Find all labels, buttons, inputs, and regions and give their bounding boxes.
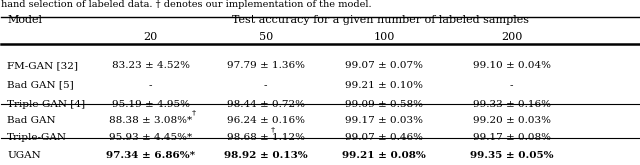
Text: †: † bbox=[271, 125, 275, 133]
Text: 88.38 ± 3.08%*: 88.38 ± 3.08%* bbox=[109, 116, 193, 125]
Text: 99.21 ± 0.08%: 99.21 ± 0.08% bbox=[342, 151, 426, 160]
Text: hand selection of labeled data. † denotes our implementation of the model.: hand selection of labeled data. † denote… bbox=[1, 0, 371, 9]
Text: Triple-GAN: Triple-GAN bbox=[7, 133, 67, 142]
Text: 100: 100 bbox=[373, 32, 394, 42]
Text: -: - bbox=[149, 81, 152, 90]
Text: 99.09 ± 0.58%: 99.09 ± 0.58% bbox=[345, 100, 423, 110]
Text: 99.17 ± 0.08%: 99.17 ± 0.08% bbox=[472, 133, 550, 142]
Text: 98.68 ± 1.12%: 98.68 ± 1.12% bbox=[227, 133, 305, 142]
Text: 99.17 ± 0.03%: 99.17 ± 0.03% bbox=[345, 116, 423, 125]
Text: 83.23 ± 4.52%: 83.23 ± 4.52% bbox=[112, 61, 190, 70]
Text: 99.07 ± 0.07%: 99.07 ± 0.07% bbox=[345, 61, 423, 70]
Text: 99.35 ± 0.05%: 99.35 ± 0.05% bbox=[470, 151, 554, 160]
Text: 20: 20 bbox=[143, 32, 158, 42]
Text: 95.19 ± 4.95%: 95.19 ± 4.95% bbox=[112, 100, 190, 110]
Text: -: - bbox=[264, 81, 268, 90]
Text: 96.24 ± 0.16%: 96.24 ± 0.16% bbox=[227, 116, 305, 125]
Text: Bad GAN [5]: Bad GAN [5] bbox=[7, 81, 74, 90]
Text: 99.33 ± 0.16%: 99.33 ± 0.16% bbox=[472, 100, 550, 110]
Text: 97.34 ± 6.86%*: 97.34 ± 6.86%* bbox=[106, 151, 195, 160]
Text: 97.79 ± 1.36%: 97.79 ± 1.36% bbox=[227, 61, 305, 70]
Text: 99.20 ± 0.03%: 99.20 ± 0.03% bbox=[472, 116, 550, 125]
Text: 99.21 ± 0.10%: 99.21 ± 0.10% bbox=[345, 81, 423, 90]
Text: 99.07 ± 0.46%: 99.07 ± 0.46% bbox=[345, 133, 423, 142]
Text: 99.10 ± 0.04%: 99.10 ± 0.04% bbox=[472, 61, 550, 70]
Text: -: - bbox=[510, 81, 513, 90]
Text: 50: 50 bbox=[259, 32, 273, 42]
Text: UGAN: UGAN bbox=[7, 151, 41, 160]
Text: FM-GAN [32]: FM-GAN [32] bbox=[7, 61, 78, 70]
Text: 98.44 ± 0.72%: 98.44 ± 0.72% bbox=[227, 100, 305, 110]
Text: Test accuracy for a given number of labeled samples: Test accuracy for a given number of labe… bbox=[232, 15, 529, 25]
Text: 98.92 ± 0.13%: 98.92 ± 0.13% bbox=[224, 151, 308, 160]
Text: Bad GAN: Bad GAN bbox=[7, 116, 56, 125]
Text: Model: Model bbox=[7, 15, 42, 25]
Text: 200: 200 bbox=[501, 32, 522, 42]
Text: †: † bbox=[191, 109, 196, 117]
Text: Triple-GAN [4]: Triple-GAN [4] bbox=[7, 100, 85, 110]
Text: 95.93 ± 4.45%*: 95.93 ± 4.45%* bbox=[109, 133, 193, 142]
